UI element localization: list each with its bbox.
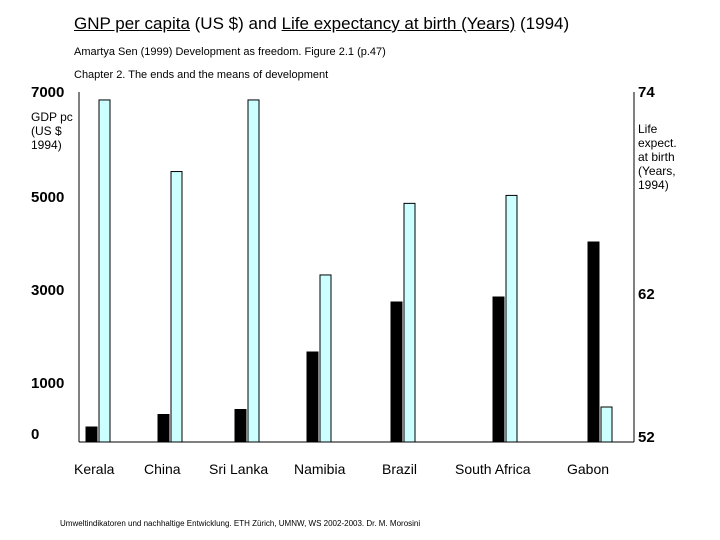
y-left-tick-0: 0 xyxy=(31,426,40,443)
x-tick-south-africa: South Africa xyxy=(455,461,531,477)
bar-life-namibia xyxy=(319,274,332,443)
bar-gnp-sri-lanka xyxy=(234,409,247,443)
y-right-tick-62: 62 xyxy=(638,286,655,303)
chart-title: GNP per capita (US $) and Life expectanc… xyxy=(74,14,569,34)
bar-gnp-brazil xyxy=(390,301,403,443)
title-life: Life expectancy at birth (Years) xyxy=(281,14,516,33)
bar-life-kerala xyxy=(98,99,111,443)
bar-gnp-gabon xyxy=(587,241,600,443)
bar-life-gabon xyxy=(600,406,613,443)
title-year: (1994) xyxy=(515,14,570,33)
y-left-tick-3000: 3000 xyxy=(31,282,65,299)
x-tick-brazil: Brazil xyxy=(382,461,418,477)
x-tick-kerala: Kerala xyxy=(74,461,115,477)
bar-gnp-kerala xyxy=(85,426,98,443)
bar-gnp-china xyxy=(157,414,170,443)
bar-life-brazil xyxy=(403,202,416,443)
y-left-tick-7000: 7000 xyxy=(31,84,65,101)
footer-credit: Umweltindikatoren und nachhaltige Entwic… xyxy=(60,519,421,528)
bar-gnp-namibia xyxy=(306,351,319,443)
x-tick-sri-lanka: Sri Lanka xyxy=(209,461,269,477)
title-mid: (US $) and xyxy=(189,14,282,33)
y-right-tick-74: 74 xyxy=(638,84,655,101)
x-tick-namibia: Namibia xyxy=(294,461,346,477)
y-right-tick-52: 52 xyxy=(638,429,655,446)
x-tick-china: China xyxy=(144,461,181,477)
bars-group xyxy=(85,99,613,443)
x-tick-gabon: Gabon xyxy=(567,461,610,477)
chart-subtitle-2: Chapter 2. The ends and the means of dev… xyxy=(74,69,329,81)
title-gnp: GNP per capita xyxy=(74,14,190,33)
bar-life-sri-lanka xyxy=(247,99,260,443)
bar-life-china xyxy=(170,171,183,443)
bar-life-south-africa xyxy=(505,194,518,443)
bar-gnp-south-africa xyxy=(492,296,505,443)
y-left-tick-1000: 1000 xyxy=(31,375,65,392)
chart-subtitle: Amartya Sen (1999) Development as freedo… xyxy=(74,46,386,58)
y-left-axis-label: GDP pc (US $ 1994) xyxy=(31,110,73,152)
y-left-tick-5000: 5000 xyxy=(31,189,65,206)
y-right-axis-label: Life expect. at birth (Years, 1994) xyxy=(638,122,677,192)
